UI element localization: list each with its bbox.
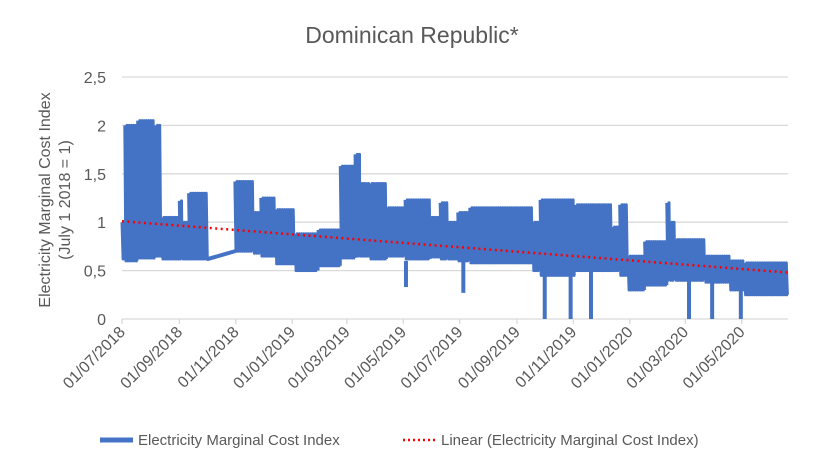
series-segment bbox=[123, 123, 139, 263]
series-segment bbox=[403, 198, 432, 261]
series-linear-trend bbox=[121, 219, 789, 274]
y-tick-label: 1,5 bbox=[84, 167, 106, 184]
series-segment bbox=[274, 208, 296, 266]
series-segment bbox=[293, 232, 320, 273]
y-tick-label: 1 bbox=[97, 215, 106, 232]
series-segment bbox=[160, 215, 180, 261]
series-segment bbox=[626, 254, 646, 292]
series-segment bbox=[456, 211, 472, 263]
legend: Electricity Marginal Cost Index Linear (… bbox=[100, 432, 699, 449]
series-segment bbox=[668, 220, 677, 282]
series-segment bbox=[743, 261, 789, 297]
y-tick-label: 2,5 bbox=[84, 70, 106, 87]
legend-label-trend: Linear (Electricity Marginal Cost Index) bbox=[441, 432, 699, 449]
series-segment bbox=[136, 119, 156, 260]
y-tick-label: 0,5 bbox=[84, 264, 106, 281]
series-segment bbox=[643, 240, 669, 287]
series-segment bbox=[233, 180, 255, 253]
legend-label-index: Electricity Marginal Cost Index bbox=[138, 432, 340, 449]
y-axis-title: Electricity Marginal Cost Index (July 1 … bbox=[37, 92, 74, 307]
series-segment bbox=[358, 182, 372, 258]
series-segment bbox=[259, 196, 277, 258]
y-axis-title-line2: (July 1 2018 = 1) bbox=[57, 140, 74, 260]
series-segment bbox=[446, 220, 459, 261]
series-segment bbox=[153, 123, 163, 258]
series-segment bbox=[180, 220, 190, 261]
series-segment bbox=[673, 238, 707, 282]
y-tick-labels: 0 0,5 1 1,5 2 2,5 bbox=[84, 70, 106, 329]
series-segment bbox=[618, 203, 629, 277]
series-segment bbox=[438, 201, 450, 261]
series-segment bbox=[187, 191, 209, 261]
series-segment bbox=[573, 203, 614, 273]
series-segment bbox=[316, 228, 342, 268]
series-connector bbox=[206, 249, 237, 261]
series-segment bbox=[428, 215, 442, 259]
x-tick-label: 01/09/2018 bbox=[118, 324, 187, 393]
series-segment bbox=[338, 164, 357, 260]
y-axis-title-line1: Electricity Marginal Cost Index bbox=[37, 92, 54, 307]
trendline bbox=[121, 219, 789, 274]
series-electricity-index bbox=[120, 119, 789, 319]
series-segment bbox=[531, 220, 542, 273]
y-tick-label: 0 bbox=[97, 312, 106, 329]
x-tick-label: 01/09/2019 bbox=[455, 324, 524, 393]
series-segment bbox=[703, 254, 732, 284]
series-segment bbox=[385, 206, 407, 258]
y-tick-label: 2 bbox=[97, 118, 106, 135]
chart-title: Dominican Republic* bbox=[305, 22, 519, 48]
series-segment bbox=[538, 198, 576, 277]
series-segment bbox=[610, 225, 622, 273]
series-segment bbox=[353, 152, 362, 258]
x-tick-labels: 01/07/201801/09/201801/11/201801/01/2019… bbox=[60, 324, 748, 393]
series-segment bbox=[468, 206, 534, 265]
series-segment bbox=[368, 182, 388, 261]
